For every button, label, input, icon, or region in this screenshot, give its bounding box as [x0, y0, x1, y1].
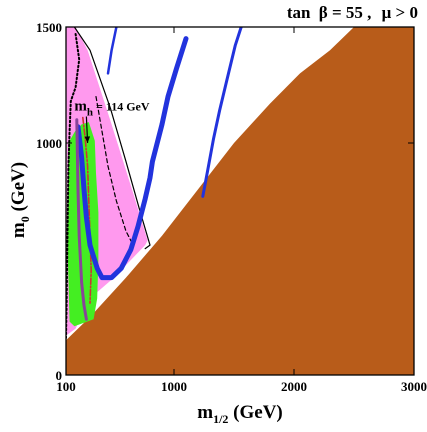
series-line-1 — [95, 95, 134, 246]
plot-frame — [65, 26, 415, 376]
series-line-7 — [75, 118, 88, 321]
x-tick-label-2: 2000 — [281, 379, 307, 394]
chart-title: tan β = 55 , μ > 0 — [287, 3, 418, 22]
tick-labels: 100 1000 2000 3000 0 1000 1500 — [36, 20, 427, 394]
series-line-3 — [82, 116, 92, 304]
series-line-4 — [75, 36, 189, 281]
x-tick-label-3: 3000 — [401, 379, 427, 394]
x-axis-title: m1/2 (GeV) — [197, 402, 283, 426]
axes — [65, 26, 415, 376]
mh-annotation: mh = 114 GeV — [74, 99, 150, 144]
y-axis-title: m0 (GeV) — [8, 162, 32, 238]
mh-label: mh = 114 GeV — [74, 99, 149, 119]
plot-area — [66, 27, 414, 375]
y-tick-label-0: 0 — [56, 368, 63, 383]
x-tick-label-1: 1000 — [161, 379, 187, 394]
region-0 — [66, 27, 414, 375]
series-line-0 — [73, 27, 151, 250]
series-line-5 — [201, 27, 243, 198]
series-line-6 — [106, 27, 118, 75]
x-tick-label-0: 100 — [56, 379, 76, 394]
series-line-2 — [66, 33, 81, 339]
y-tick-label-1: 1000 — [36, 136, 62, 151]
y-tick-label-2: 1500 — [36, 20, 62, 35]
mh-arrow-head — [84, 136, 91, 143]
